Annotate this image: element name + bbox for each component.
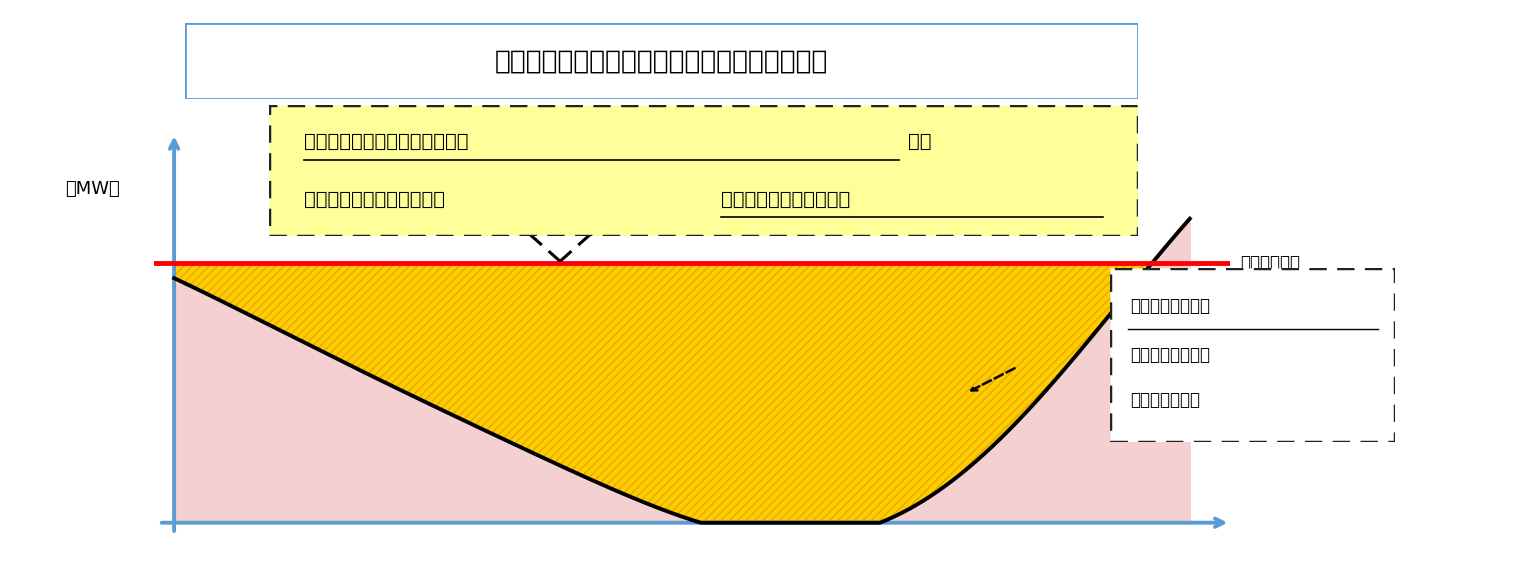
Text: ノンファーム型接続による送電線利用イメージ: ノンファーム型接続による送電線利用イメージ (495, 48, 827, 74)
Text: は、: は、 (907, 132, 932, 151)
Text: る送電線の容量: る送電線の容量 (1130, 392, 1200, 409)
Text: ファーム型接続の: ファーム型接続の (1130, 297, 1210, 315)
Text: ノンファーム型接続をした電源: ノンファーム型接続をした電源 (305, 132, 469, 151)
Text: 送電可能容量: 送電可能容量 (1241, 254, 1301, 272)
Text: （MW）: （MW） (66, 180, 120, 198)
FancyBboxPatch shape (269, 105, 1138, 236)
Text: 送電線の容量が空いている: 送電線の容量が空いている (305, 190, 444, 208)
Text: 電源が利用してい: 電源が利用してい (1130, 346, 1210, 364)
Text: 斜線部分を活用可能に。: 斜線部分を活用可能に。 (721, 190, 851, 208)
FancyBboxPatch shape (185, 23, 1138, 99)
FancyBboxPatch shape (1110, 268, 1395, 442)
